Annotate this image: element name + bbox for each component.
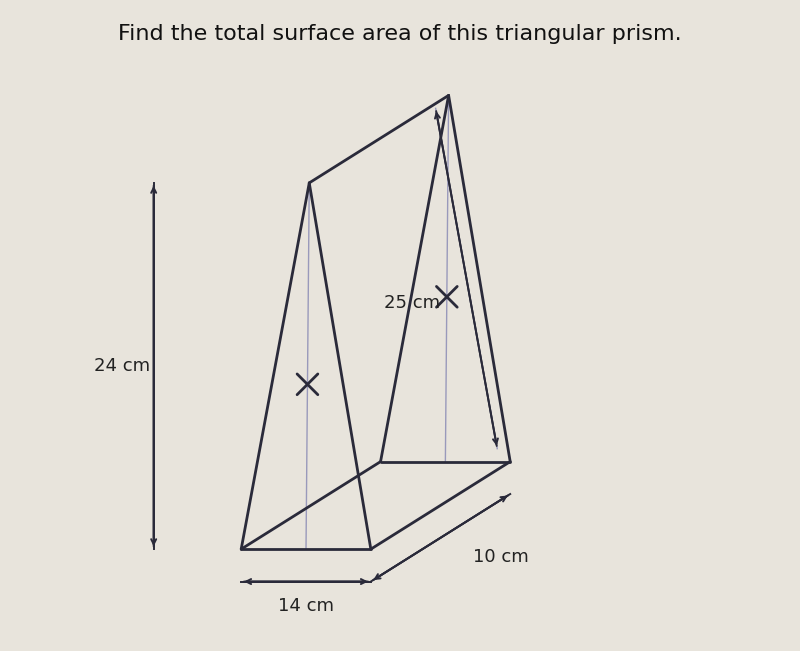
Text: 24 cm: 24 cm [94,357,150,375]
Text: Find the total surface area of this triangular prism.: Find the total surface area of this tria… [118,24,682,44]
Text: 10 cm: 10 cm [473,548,529,566]
Text: 25 cm: 25 cm [384,294,440,312]
Text: 14 cm: 14 cm [278,597,334,615]
